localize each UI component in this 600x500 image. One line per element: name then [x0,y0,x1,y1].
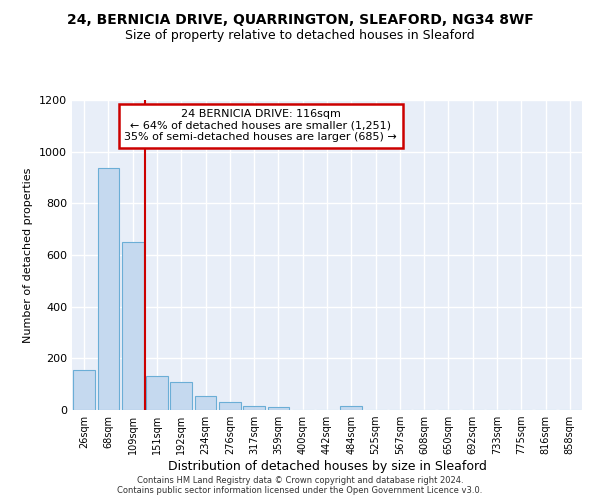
Bar [122,242,143,410]
Text: Size of property relative to detached houses in Sleaford: Size of property relative to detached ho… [125,29,475,42]
Bar [97,168,119,410]
Bar [73,370,95,410]
Text: 24, BERNICIA DRIVE, QUARRINGTON, SLEAFORD, NG34 8WF: 24, BERNICIA DRIVE, QUARRINGTON, SLEAFOR… [67,12,533,26]
Bar [219,402,241,410]
Bar [340,406,362,410]
Bar [268,408,289,410]
Bar [194,396,217,410]
Text: Contains HM Land Registry data © Crown copyright and database right 2024.
Contai: Contains HM Land Registry data © Crown c… [118,476,482,495]
Text: 24 BERNICIA DRIVE: 116sqm
← 64% of detached houses are smaller (1,251)
35% of se: 24 BERNICIA DRIVE: 116sqm ← 64% of detac… [124,110,397,142]
Bar [146,376,168,410]
Bar [243,406,265,410]
Y-axis label: Number of detached properties: Number of detached properties [23,168,34,342]
Bar [170,382,192,410]
X-axis label: Distribution of detached houses by size in Sleaford: Distribution of detached houses by size … [167,460,487,473]
